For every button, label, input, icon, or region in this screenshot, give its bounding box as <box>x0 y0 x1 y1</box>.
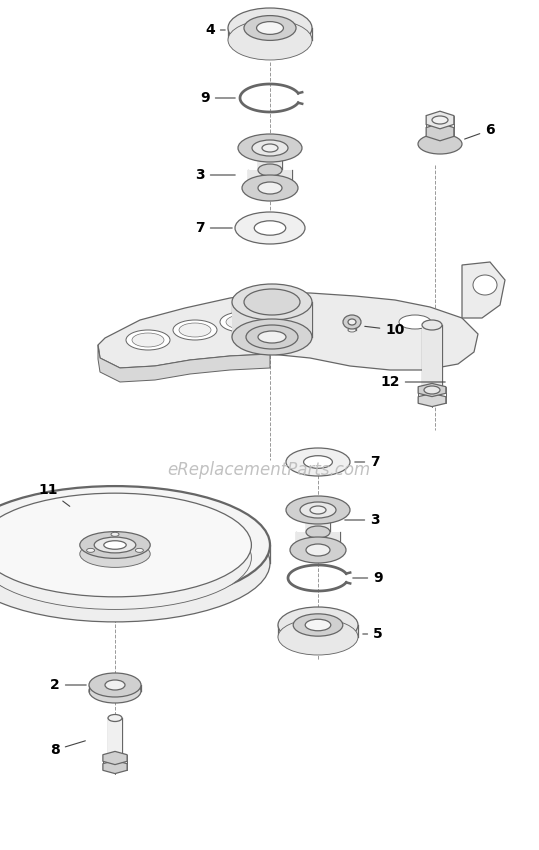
Ellipse shape <box>126 330 170 350</box>
Polygon shape <box>103 751 127 765</box>
Text: 9: 9 <box>200 91 235 105</box>
Polygon shape <box>278 625 358 637</box>
Ellipse shape <box>258 182 282 194</box>
Ellipse shape <box>432 116 448 124</box>
Text: 9: 9 <box>353 571 383 585</box>
Text: 11: 11 <box>38 483 70 507</box>
Ellipse shape <box>226 315 258 329</box>
Ellipse shape <box>473 275 497 295</box>
Ellipse shape <box>179 323 211 337</box>
Text: 3: 3 <box>195 168 235 182</box>
Ellipse shape <box>303 456 333 468</box>
Ellipse shape <box>424 386 440 394</box>
Ellipse shape <box>244 289 300 315</box>
Text: 7: 7 <box>355 455 380 469</box>
Ellipse shape <box>132 333 164 347</box>
Ellipse shape <box>306 544 330 556</box>
Ellipse shape <box>293 614 343 636</box>
Ellipse shape <box>80 531 150 558</box>
Polygon shape <box>232 302 312 337</box>
Polygon shape <box>248 170 292 188</box>
Ellipse shape <box>173 320 217 340</box>
Text: 2: 2 <box>50 678 86 692</box>
Polygon shape <box>98 345 270 382</box>
Ellipse shape <box>220 312 264 332</box>
Polygon shape <box>228 28 312 40</box>
Ellipse shape <box>278 607 358 643</box>
Ellipse shape <box>228 8 312 48</box>
Text: 10: 10 <box>365 323 405 337</box>
Ellipse shape <box>418 134 462 154</box>
Polygon shape <box>296 532 340 550</box>
Ellipse shape <box>235 212 305 244</box>
Ellipse shape <box>348 328 356 332</box>
Ellipse shape <box>242 175 298 201</box>
Polygon shape <box>418 383 446 397</box>
Ellipse shape <box>104 541 126 549</box>
Ellipse shape <box>108 715 122 722</box>
Text: 6: 6 <box>465 123 495 139</box>
Ellipse shape <box>258 331 286 343</box>
Polygon shape <box>98 293 478 370</box>
Ellipse shape <box>232 284 312 320</box>
Ellipse shape <box>254 221 286 235</box>
Ellipse shape <box>300 502 336 518</box>
Ellipse shape <box>257 21 284 34</box>
Ellipse shape <box>105 680 125 690</box>
Ellipse shape <box>399 315 431 329</box>
Ellipse shape <box>246 325 298 349</box>
Text: 3: 3 <box>345 513 380 527</box>
Ellipse shape <box>135 548 143 552</box>
Ellipse shape <box>244 15 296 41</box>
Ellipse shape <box>111 532 119 536</box>
Polygon shape <box>103 761 127 774</box>
Polygon shape <box>422 325 442 390</box>
Ellipse shape <box>0 504 270 622</box>
Ellipse shape <box>232 319 312 355</box>
Ellipse shape <box>0 486 270 604</box>
Polygon shape <box>108 718 122 758</box>
Ellipse shape <box>258 164 282 176</box>
Text: 7: 7 <box>195 221 232 235</box>
Ellipse shape <box>0 506 251 609</box>
Polygon shape <box>418 394 446 406</box>
Ellipse shape <box>238 134 302 162</box>
Ellipse shape <box>262 144 278 152</box>
Ellipse shape <box>286 448 350 476</box>
Ellipse shape <box>87 548 95 552</box>
Ellipse shape <box>343 315 361 329</box>
Ellipse shape <box>286 496 350 524</box>
Text: 4: 4 <box>205 23 225 37</box>
Text: 12: 12 <box>380 375 445 389</box>
Ellipse shape <box>80 541 150 568</box>
Ellipse shape <box>105 753 125 763</box>
Polygon shape <box>426 123 454 141</box>
Polygon shape <box>306 510 330 532</box>
Text: 5: 5 <box>363 627 383 641</box>
Ellipse shape <box>252 140 288 156</box>
Ellipse shape <box>348 319 356 325</box>
Ellipse shape <box>278 619 358 655</box>
Text: 8: 8 <box>50 741 85 757</box>
Ellipse shape <box>422 320 442 330</box>
Ellipse shape <box>108 755 122 762</box>
Ellipse shape <box>290 537 346 563</box>
Ellipse shape <box>89 679 141 703</box>
Polygon shape <box>426 111 454 129</box>
Ellipse shape <box>306 526 330 538</box>
Polygon shape <box>462 262 505 318</box>
Ellipse shape <box>94 537 136 553</box>
Ellipse shape <box>305 620 331 631</box>
Ellipse shape <box>89 673 141 697</box>
Polygon shape <box>258 148 282 170</box>
Text: eReplacementParts.com: eReplacementParts.com <box>168 461 371 479</box>
Ellipse shape <box>310 506 326 514</box>
Ellipse shape <box>228 20 312 60</box>
Ellipse shape <box>0 493 251 597</box>
